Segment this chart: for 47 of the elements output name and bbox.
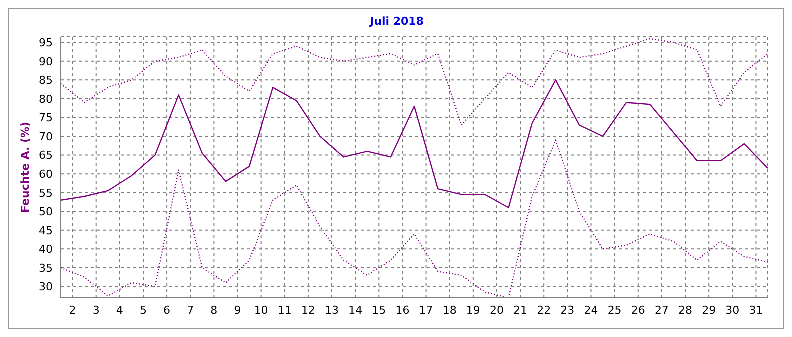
y-tick-label: 50 xyxy=(39,206,53,219)
y-tick-label: 85 xyxy=(39,74,53,88)
y-tick-label: 30 xyxy=(39,280,53,294)
x-tick-label: 17 xyxy=(419,304,434,317)
y-tick-label: 80 xyxy=(39,92,53,106)
x-tick-label: 23 xyxy=(560,304,575,317)
x-tick-label: 31 xyxy=(749,304,764,317)
y-tick-label: 55 xyxy=(39,186,53,200)
x-tick-label: 3 xyxy=(92,304,100,317)
x-tick-label: 11 xyxy=(278,304,292,317)
x-tick-label: 19 xyxy=(466,304,480,317)
x-tick-label: 30 xyxy=(726,304,740,317)
x-tick-label: 29 xyxy=(702,304,716,317)
x-tick-label: 4 xyxy=(116,304,124,317)
y-tick-label: 95 xyxy=(39,36,53,50)
x-tick-label: 14 xyxy=(348,304,363,317)
x-tick-label: 20 xyxy=(490,304,504,317)
x-tick-label: 22 xyxy=(537,304,552,317)
x-tick-label: 8 xyxy=(210,304,218,317)
x-tick-label: 6 xyxy=(164,304,171,317)
x-tick-label: 7 xyxy=(187,304,194,317)
x-tick-label: 2 xyxy=(69,304,76,317)
y-tick-label: 65 xyxy=(39,149,53,162)
x-tick-label: 27 xyxy=(654,304,669,317)
chart-title: Juli 2018 xyxy=(368,15,425,28)
y-tick-label: 45 xyxy=(39,224,53,238)
y-tick-label: 35 xyxy=(39,262,53,275)
x-tick-label: 26 xyxy=(631,304,646,317)
line-series xyxy=(61,80,768,208)
x-tick-label: 10 xyxy=(254,304,268,317)
x-tick-label: 16 xyxy=(396,304,410,317)
x-tick-label: 5 xyxy=(140,304,147,317)
x-tick-label: 28 xyxy=(678,304,693,317)
x-tick-label: 9 xyxy=(234,304,242,317)
x-tick-label: 18 xyxy=(442,304,457,317)
x-tick-label: 15 xyxy=(372,304,386,317)
y-tick-label: 40 xyxy=(39,243,53,256)
x-tick-label: 24 xyxy=(584,304,598,317)
y-tick-label: 90 xyxy=(39,55,53,68)
y-axis-title: Feuchte A. (%) xyxy=(18,122,32,214)
y-tick-label: 60 xyxy=(39,168,53,181)
y-tick-label: 75 xyxy=(39,112,53,125)
x-tick-label: 21 xyxy=(514,304,528,317)
x-tick-label: 13 xyxy=(325,304,340,317)
x-tick-label: 25 xyxy=(608,304,622,317)
x-tick-label: 12 xyxy=(301,304,316,317)
y-tick-label: 70 xyxy=(39,130,53,144)
